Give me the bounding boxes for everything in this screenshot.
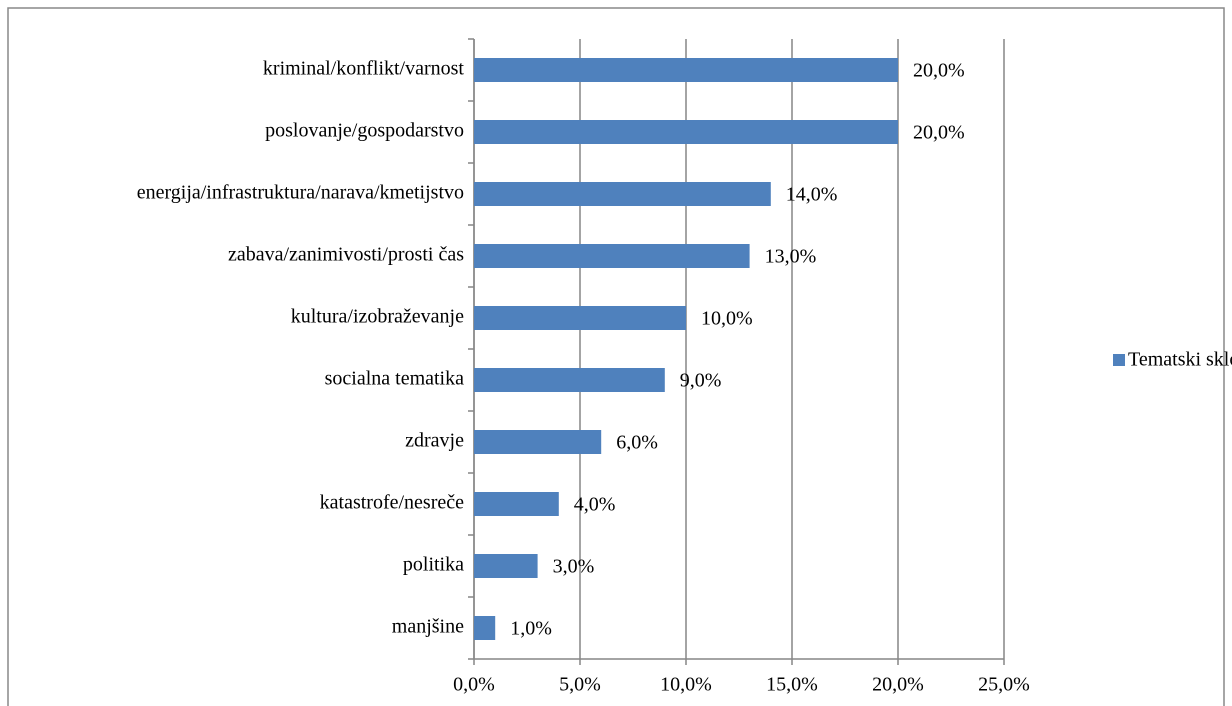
chart-frame [7, 7, 1225, 706]
y-tick-label: manjšine [392, 616, 464, 638]
x-tick-label: 25,0% [978, 674, 1030, 696]
bar [474, 244, 750, 268]
y-tick-label: zabava/zanimivosti/prosti čas [228, 244, 464, 266]
bar [474, 182, 771, 206]
value-label: 1,0% [510, 618, 552, 640]
y-tick-label: kriminal/konflikt/varnost [263, 58, 465, 80]
legend-swatch [1113, 354, 1125, 366]
value-label: 13,0% [765, 246, 817, 268]
bar [474, 616, 496, 640]
y-tick-label: kultura/izobraževanje [291, 306, 464, 328]
value-label: 6,0% [616, 432, 658, 454]
value-label: 20,0% [913, 122, 965, 144]
bar [474, 368, 665, 392]
y-tick-label: zdravje [405, 430, 464, 452]
legend-label: Tematski sklopi [1128, 349, 1232, 371]
x-tick-label: 20,0% [872, 674, 924, 696]
x-tick-label: 15,0% [766, 674, 818, 696]
bar [474, 430, 602, 454]
y-tick-label: politika [403, 554, 464, 576]
value-label: 4,0% [574, 494, 616, 516]
x-tick-label: 0,0% [453, 674, 495, 696]
bar [474, 492, 559, 516]
y-tick-label: katastrofe/nesreče [320, 492, 464, 514]
y-tick-label: socialna tematika [325, 368, 465, 390]
x-tick-label: 5,0% [559, 674, 601, 696]
y-tick-label: energija/infrastruktura/narava/kmetijstv… [137, 182, 464, 204]
value-label: 9,0% [680, 370, 722, 392]
bar [474, 120, 898, 144]
value-label: 20,0% [913, 60, 965, 82]
value-label: 3,0% [553, 556, 595, 578]
x-tick-label: 10,0% [660, 674, 712, 696]
y-tick-label: poslovanje/gospodarstvo [265, 120, 464, 142]
value-label: 10,0% [701, 308, 753, 330]
bar [474, 554, 538, 578]
bar [474, 58, 898, 82]
bar [474, 306, 686, 330]
value-label: 14,0% [786, 184, 838, 206]
